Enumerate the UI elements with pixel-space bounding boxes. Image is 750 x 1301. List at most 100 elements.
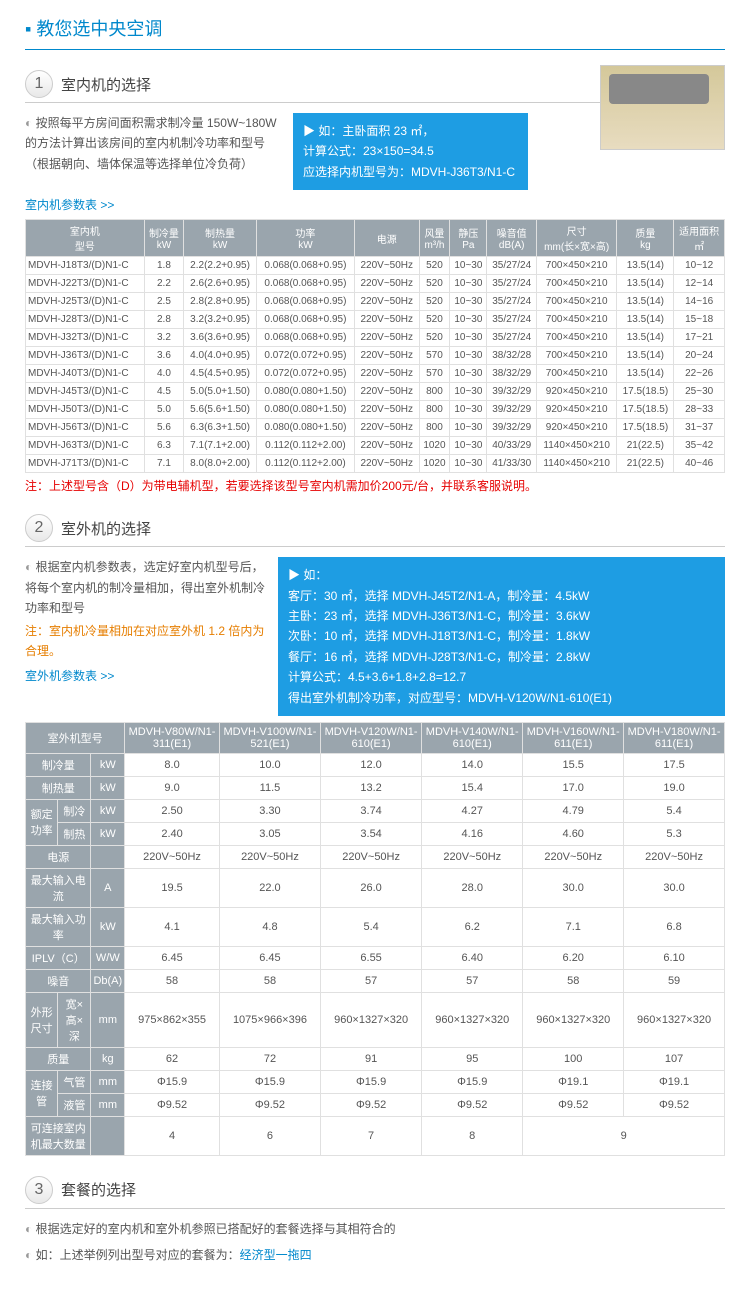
table-cell: 520 [419,293,450,311]
table-cell: 13.5(14) [617,293,674,311]
table-cell: 0.068(0.068+0.95) [256,275,354,293]
table-row: 最大输入功率kW4.14.85.46.27.16.8 [26,907,725,946]
table-cell: 10~30 [450,275,487,293]
table-cell: 10~30 [450,455,487,473]
table-header: MDVH-V80W/N1-311(E1) [125,722,220,753]
table-cell: 58 [125,969,220,992]
table-cell: 8 [422,1116,523,1155]
page-title: 教您选中央空调 [25,15,725,50]
table-row: MDVH-J25T3/(D)N1-C2.52.8(2.8+0.95)0.068(… [26,293,725,311]
table-cell: 40~46 [674,455,725,473]
table-cell: 4.0 [144,365,183,383]
table-cell: 700×450×210 [536,329,617,347]
table-row: MDVH-J50T3/(D)N1-C5.05.6(5.6+1.50)0.080(… [26,401,725,419]
table-cell: 220V~50Hz [354,311,419,329]
table-cell: 1020 [419,455,450,473]
table-cell: 220V~50Hz [624,845,725,868]
table-cell: MDVH-J50T3/(D)N1-C [26,401,145,419]
table-cell: 7.1 [523,907,624,946]
package-desc2: 如：上述举例列出型号对应的套餐为：经济型一拖四 [25,1245,725,1265]
table-header: MDVH-V140W/N1-610(E1) [422,722,523,753]
table-cell: 17~21 [674,329,725,347]
table-cell: 13.2 [321,776,422,799]
table-cell: 0.068(0.068+0.95) [256,329,354,347]
table-cell: Φ19.1 [523,1070,624,1093]
table-cell: 700×450×210 [536,257,617,275]
table-cell: 4.8 [219,907,320,946]
table-cell: 700×450×210 [536,365,617,383]
outdoor-example: 如：客厅：30 ㎡，选择 MDVH-J45T2/N1-A，制冷量：4.5kW主卧… [278,557,725,716]
table-header: MDVH-V100W/N1-521(E1) [219,722,320,753]
table-cell: 5.0 [144,401,183,419]
ex-line: 主卧：23 ㎡，选择 MDVH-J36T3/N1-C，制冷量：3.6kW [288,606,715,626]
table-row: MDVH-J63T3/(D)N1-C6.37.1(7.1+2.00)0.112(… [26,437,725,455]
table-cell: 100 [523,1047,624,1070]
table-header: 质量kg [617,220,674,257]
table-cell: MDVH-J40T3/(D)N1-C [26,365,145,383]
table-cell: 2.40 [125,822,220,845]
table-cell: 39/32/29 [487,419,536,437]
indoor-desc: 按照每平方房间面积需求制冷量 150W~180W 的方法计算出该房间的室内机制冷… [25,113,285,174]
row-unit: W/W [91,946,125,969]
outdoor-desc: 根据室内机参数表，选定好室内机型号后，将每个室内机的制冷量相加，得出室外机制冷功… [25,557,270,618]
table-header: 适用面积㎡ [674,220,725,257]
outdoor-param-link[interactable]: 室外机参数表 >> [25,667,270,684]
table-row: MDVH-J36T3/(D)N1-C3.64.0(4.0+0.95)0.072(… [26,347,725,365]
table-cell: 5.0(5.0+1.50) [184,383,257,401]
table-cell: MDVH-J71T3/(D)N1-C [26,455,145,473]
table-cell: 3.74 [321,799,422,822]
table-cell: 5.3 [624,822,725,845]
table-cell: 35/27/24 [487,329,536,347]
table-row: 噪音Db(A)585857575859 [26,969,725,992]
table-cell: 26.0 [321,868,422,907]
row-unit: mm [91,1093,125,1116]
table-cell: 21(22.5) [617,437,674,455]
table-row: MDVH-J28T3/(D)N1-C2.83.2(3.2+0.95)0.068(… [26,311,725,329]
table-cell: 220V~50Hz [354,383,419,401]
table-cell: 2.8 [144,311,183,329]
table-cell: 25~30 [674,383,725,401]
table-cell: MDVH-J36T3/(D)N1-C [26,347,145,365]
table-cell: 39/32/29 [487,401,536,419]
table-cell: 8.0 [125,753,220,776]
table-cell: 3.6(3.6+0.95) [184,329,257,347]
table-cell: 30.0 [624,868,725,907]
table-row: 连接管气管mmΦ15.9Φ15.9Φ15.9Φ15.9Φ19.1Φ19.1 [26,1070,725,1093]
table-header: 制冷量kW [144,220,183,257]
table-cell: Φ9.52 [624,1093,725,1116]
table-cell: 6.20 [523,946,624,969]
row-unit: kW [91,822,125,845]
table-cell: Φ15.9 [321,1070,422,1093]
table-cell: 3.05 [219,822,320,845]
table-row: MDVH-J71T3/(D)N1-C7.18.0(8.0+2.00)0.112(… [26,455,725,473]
table-cell: 2.2(2.2+0.95) [184,257,257,275]
table-cell: 960×1327×320 [422,992,523,1047]
table-row: 额定功率制冷kW2.503.303.744.274.795.4 [26,799,725,822]
table-cell: 10~30 [450,401,487,419]
section-title-1: 室内机的选择 [61,74,151,95]
table-cell: 58 [219,969,320,992]
indoor-param-link[interactable]: 室内机参数表 >> [25,196,725,213]
table-cell: 520 [419,257,450,275]
section-num-1: 1 [25,70,53,98]
table-header: MDVH-V160W/N1-611(E1) [523,722,624,753]
row-unit [91,1116,125,1155]
table-cell: 520 [419,329,450,347]
indoor-example: 如：主卧面积 23 ㎡， 计算公式：23×150=34.5 应选择内机型号为：M… [293,113,528,190]
table-row: 外形尺寸宽×高×深mm975×862×3551075×966×396960×13… [26,992,725,1047]
table-cell: 0.080(0.080+1.50) [256,401,354,419]
table-cell: 520 [419,311,450,329]
table-cell: 40/33/29 [487,437,536,455]
table-cell: 0.080(0.080+1.50) [256,383,354,401]
row-label: 电源 [26,845,91,868]
table-cell: MDVH-J28T3/(D)N1-C [26,311,145,329]
row-label: 制热量 [26,776,91,799]
table-row: MDVH-J45T3/(D)N1-C4.55.0(5.0+1.50)0.080(… [26,383,725,401]
section-title-2: 室外机的选择 [61,518,151,539]
row-unit: kW [91,907,125,946]
table-cell: 6 [219,1116,320,1155]
table-row: 制热量kW9.011.513.215.417.019.0 [26,776,725,799]
table-cell: 95 [422,1047,523,1070]
table-cell: 6.40 [422,946,523,969]
table-cell: Φ9.52 [523,1093,624,1116]
